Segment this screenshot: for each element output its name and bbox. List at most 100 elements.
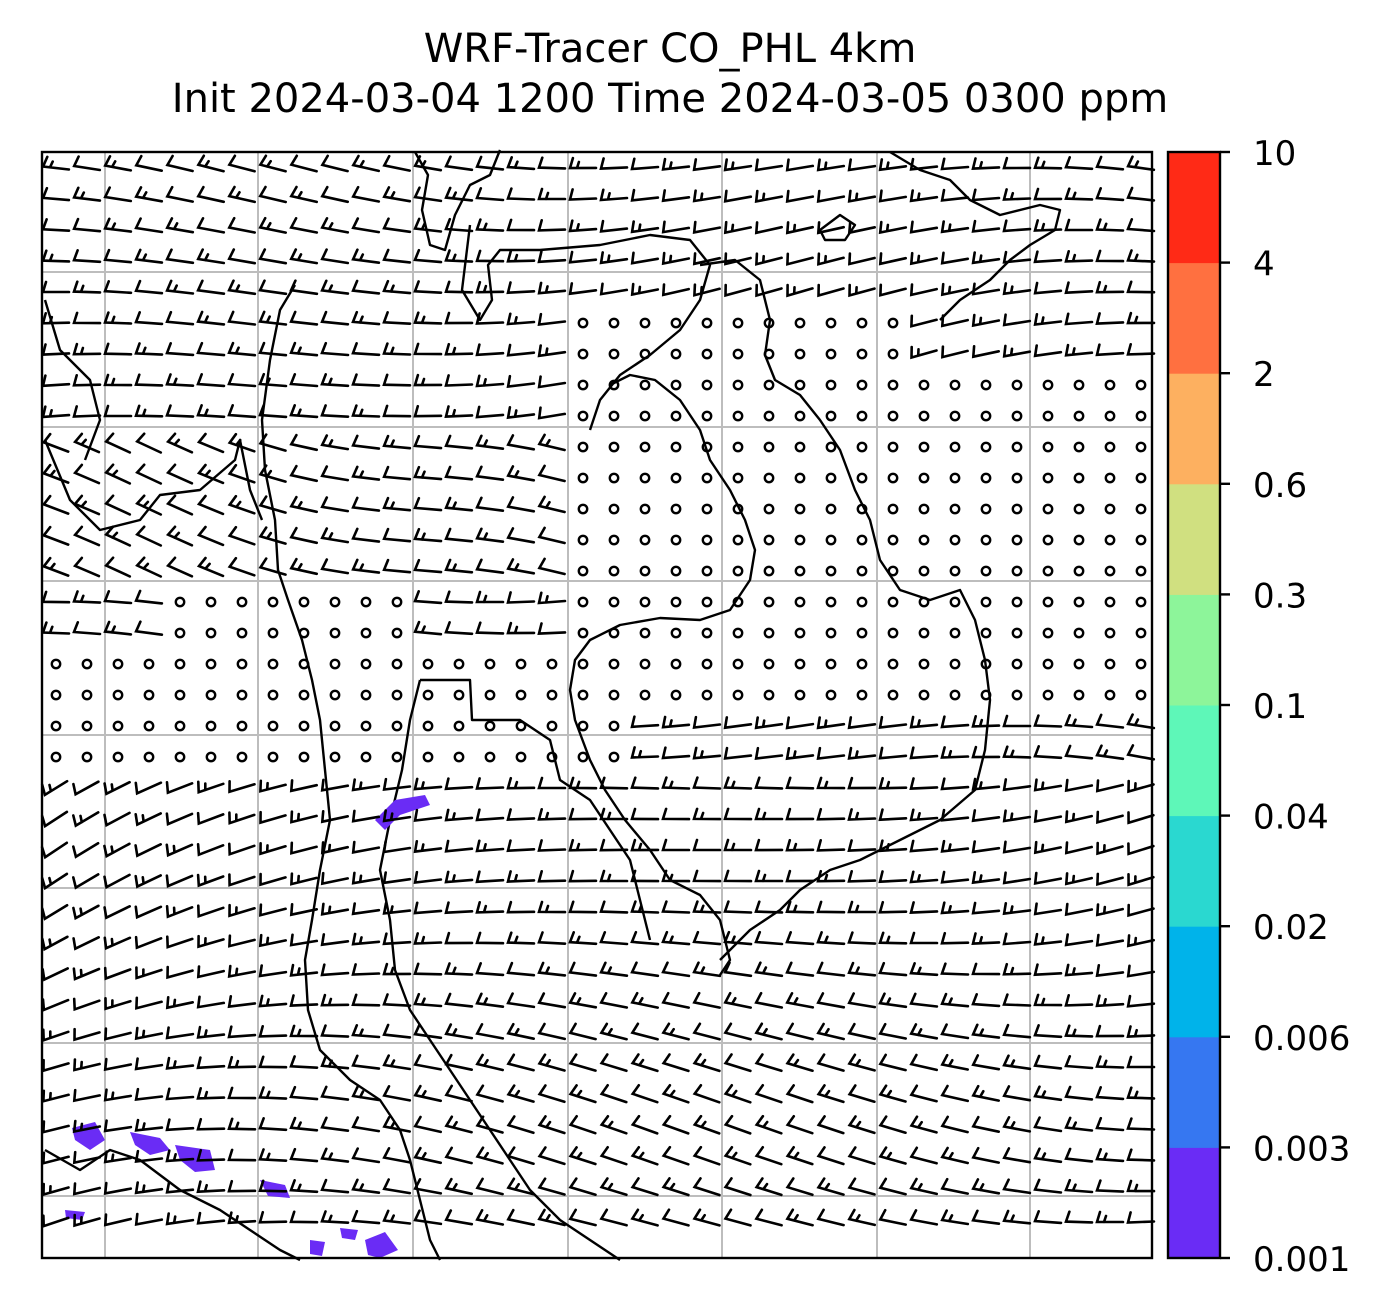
wind-barb — [413, 311, 443, 325]
wind-barb — [475, 1084, 504, 1103]
calm-wind-circle — [732, 441, 744, 453]
wind-barb — [289, 557, 318, 576]
calm-wind-circle — [1042, 689, 1054, 701]
wind-barb — [754, 1022, 783, 1041]
wind-barb — [196, 1087, 226, 1100]
wind-barb — [382, 1023, 412, 1039]
calm-wind-circle — [236, 627, 248, 639]
wind-barb — [351, 963, 381, 976]
calm-wind-circle — [825, 534, 837, 546]
wind-barb — [165, 525, 194, 547]
wind-barb — [228, 842, 256, 856]
wind-barb — [506, 961, 536, 977]
wind-barb — [816, 1146, 845, 1166]
wind-barb — [289, 1179, 319, 1194]
wind-barb — [134, 217, 164, 234]
wind-barb — [475, 1115, 504, 1134]
calm-wind-circle — [980, 627, 992, 639]
calm-wind-circle — [670, 379, 682, 391]
wind-barb — [506, 839, 536, 853]
calm-wind-circle — [205, 658, 217, 670]
wind-barb — [135, 432, 163, 454]
wind-barb — [506, 1084, 535, 1103]
wind-barb — [909, 1115, 938, 1134]
wind-barb — [537, 375, 567, 389]
wind-barb — [785, 1084, 814, 1104]
wind-barb — [228, 934, 256, 948]
calm-wind-circle — [391, 658, 403, 670]
calm-wind-circle — [1011, 658, 1023, 670]
wind-barb — [320, 185, 349, 204]
wind-barb — [878, 839, 908, 853]
wind-barb — [413, 404, 443, 418]
wind-barb — [537, 406, 567, 420]
wind-barb — [351, 310, 381, 326]
wind-barb — [940, 839, 970, 853]
wind-barb — [42, 1058, 70, 1073]
wind-barb — [1127, 842, 1155, 856]
wind-barb — [537, 156, 567, 170]
calm-wind-circle — [856, 658, 868, 670]
wind-barb — [290, 810, 318, 824]
title-line-2: Init 2024-03-04 1200 Time 2024-03-05 030… — [171, 76, 1169, 122]
calm-wind-circle — [794, 503, 806, 515]
calm-wind-circle — [205, 720, 217, 732]
wind-barb — [630, 991, 659, 1009]
calm-wind-circle — [298, 658, 310, 670]
wind-barb — [351, 778, 381, 792]
wind-barb — [506, 156, 536, 171]
calm-wind-circle — [1135, 596, 1147, 608]
wind-barb — [258, 433, 287, 452]
wind-barb — [816, 1115, 845, 1135]
calm-wind-circle — [980, 689, 992, 701]
calm-wind-circle — [81, 689, 93, 701]
wind-barb — [1064, 1085, 1094, 1101]
wind-barb — [289, 185, 318, 204]
wind-barb — [630, 1177, 659, 1197]
wind-barb — [258, 964, 288, 978]
colorbar-tick-label: 0.6 — [1253, 466, 1307, 506]
calm-wind-circle — [670, 565, 682, 577]
wind-barb — [537, 808, 567, 821]
calm-wind-circle — [639, 441, 651, 453]
calm-wind-circle — [887, 534, 899, 546]
wind-barb — [971, 345, 1000, 359]
wind-barb — [228, 903, 256, 918]
calm-wind-circle — [701, 534, 713, 546]
wind-barb — [785, 961, 815, 977]
wind-barb — [568, 931, 598, 946]
wind-barb — [103, 590, 133, 605]
wind-barb — [785, 931, 815, 946]
calm-wind-circle — [1042, 379, 1054, 391]
wind-barb — [135, 525, 163, 547]
wind-barb — [692, 991, 721, 1009]
wind-barb — [475, 434, 505, 450]
wind-barb — [537, 557, 566, 576]
wind-barb — [382, 558, 412, 574]
wind-barb — [134, 1212, 164, 1226]
wind-barb — [661, 157, 691, 171]
wind-barb — [1095, 994, 1125, 1008]
coastline-inner-bay — [568, 373, 757, 976]
calm-wind-circle — [329, 658, 341, 670]
calm-wind-circle — [794, 658, 806, 670]
wind-barb — [475, 280, 505, 294]
wind-barb — [475, 1209, 505, 1226]
wind-barb — [259, 779, 287, 793]
wind-barb — [104, 463, 132, 485]
calm-wind-circle — [1135, 565, 1147, 577]
wind-barb — [971, 1209, 1001, 1225]
wind-barb — [475, 249, 505, 263]
wind-barb — [135, 996, 163, 1010]
calm-wind-circle — [825, 658, 837, 670]
wind-barb — [382, 1054, 412, 1071]
colorbar-tick-label: 4 — [1253, 245, 1275, 285]
wind-barb — [289, 279, 319, 296]
wind-barb — [165, 1118, 195, 1132]
wind-barb — [382, 154, 411, 172]
wind-barb — [382, 777, 412, 791]
calm-wind-circle — [732, 317, 744, 329]
calm-wind-circle — [1073, 503, 1085, 515]
calm-wind-circle — [980, 534, 992, 546]
wind-barb — [723, 189, 753, 203]
